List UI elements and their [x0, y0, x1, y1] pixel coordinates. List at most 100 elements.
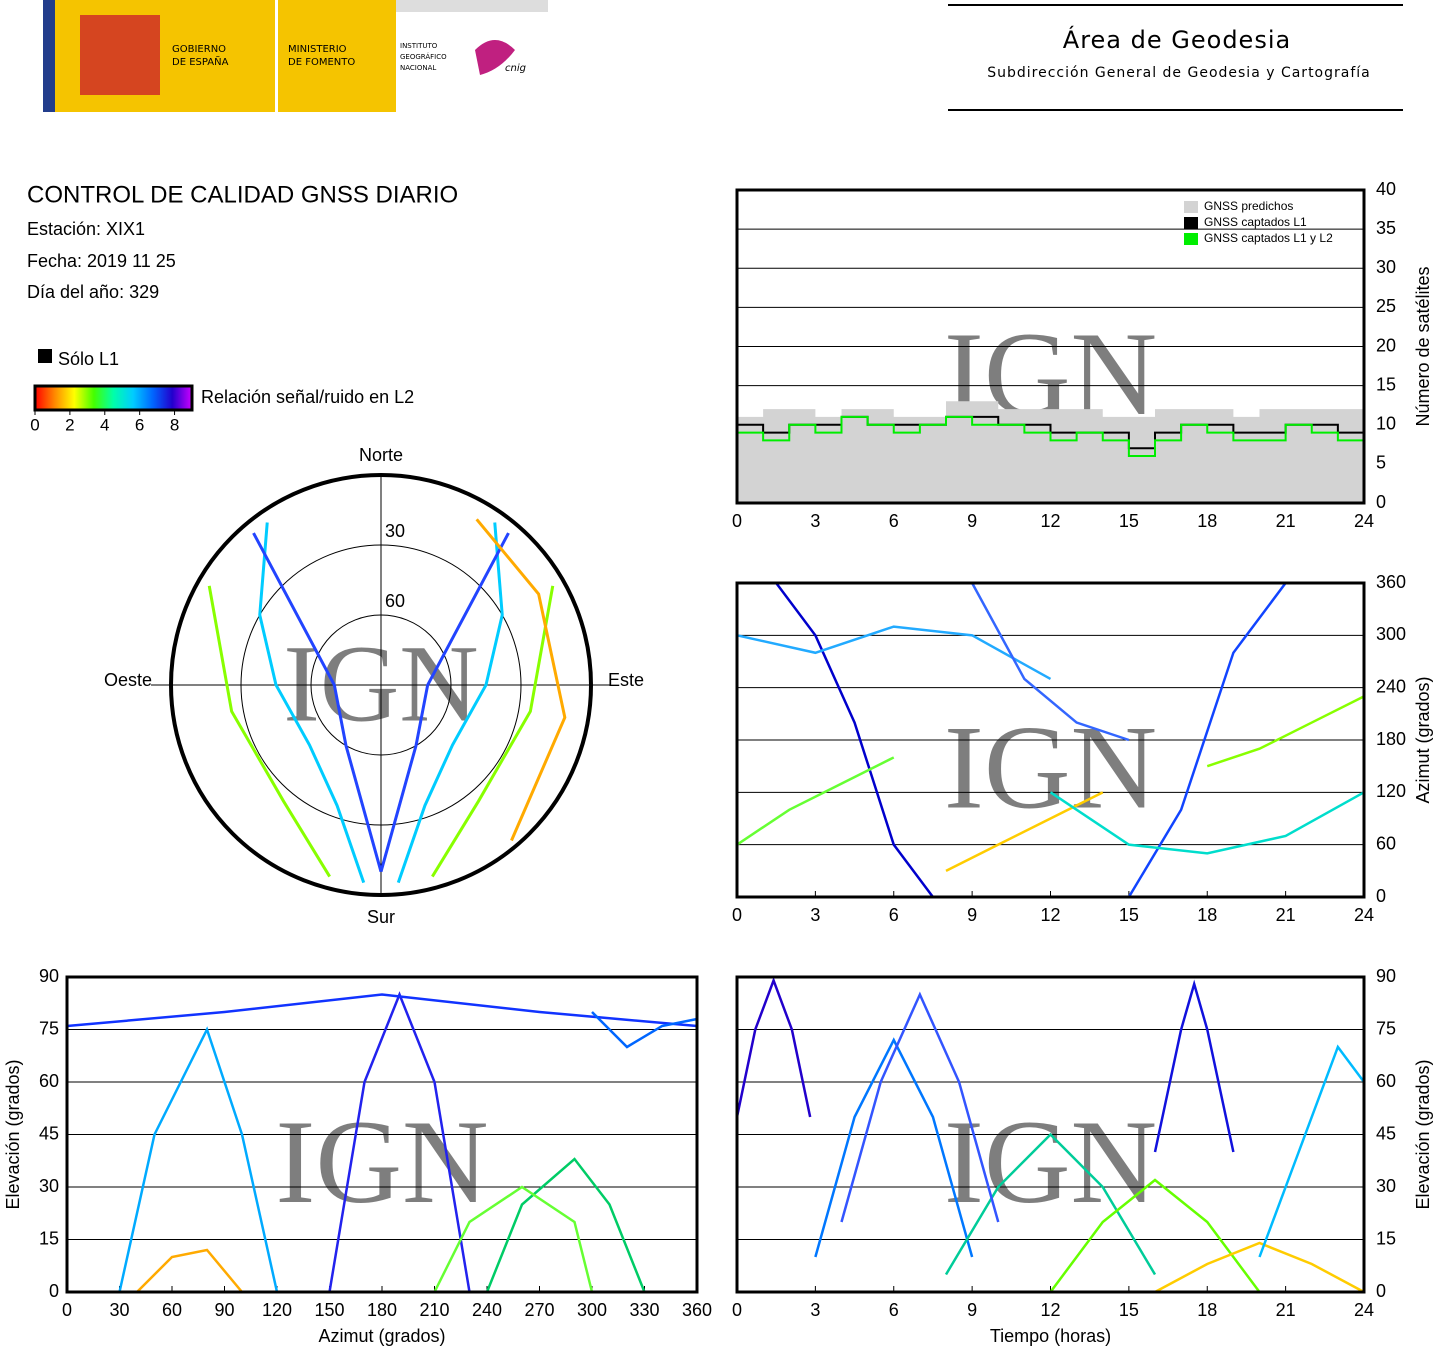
x-tick-label: 210 [419, 1300, 449, 1320]
track [396, 522, 504, 884]
x-tick-label: 3 [810, 511, 820, 531]
x-tick-label: 150 [314, 1300, 344, 1320]
x-tick-label: 18 [1197, 1300, 1217, 1320]
y-tick-label: 15 [39, 1228, 59, 1248]
y-tick-label: 35 [1376, 218, 1396, 238]
x-tick-label: 30 [109, 1300, 129, 1320]
x-tick-label: 270 [524, 1300, 554, 1320]
x-axis-label: Azimut (grados) [318, 1326, 445, 1346]
track [971, 582, 1130, 742]
area-title: Área de Geodesia [1063, 25, 1291, 54]
track [735, 976, 812, 1118]
track [136, 1248, 243, 1293]
x-tick-label: 3 [810, 905, 820, 925]
x-tick-label: 6 [889, 905, 899, 925]
track [118, 1026, 279, 1293]
y-tick-label: 5 [1376, 453, 1386, 473]
y-tick-label: 45 [1376, 1123, 1396, 1143]
colorbar-tick-label: 4 [100, 415, 109, 434]
x-tick-label: 0 [732, 511, 742, 531]
track [258, 522, 366, 884]
y-tick-label: 0 [1376, 1281, 1386, 1301]
x-tick-label: 6 [889, 511, 899, 531]
track [1049, 791, 1365, 855]
track [1153, 979, 1235, 1153]
track [328, 991, 471, 1293]
legend-label: GNSS captados L1 y L2 [1204, 231, 1333, 245]
ign-text: INSTITUTO [400, 42, 438, 50]
y-tick-label: 90 [39, 966, 59, 986]
track [379, 532, 510, 873]
area-subtitle: Subdirección General de Geodesia y Carto… [987, 65, 1371, 81]
track [485, 1157, 646, 1293]
y-axis-label: Azimut (grados) [1413, 676, 1433, 803]
min-band [278, 0, 396, 112]
legend-label: GNSS predichos [1204, 199, 1293, 213]
gov-text: DE ESPAÑA [172, 55, 229, 68]
gov-text: GOBIERNO [172, 44, 226, 55]
legend-swatch [1184, 201, 1198, 213]
min-text: MINISTERIO [288, 44, 347, 55]
legend-label: Sólo L1 [58, 349, 119, 369]
x-tick-label: 300 [577, 1300, 607, 1320]
x-tick-label: 0 [62, 1300, 72, 1320]
legend-swatch [1184, 233, 1198, 245]
y-axis-label: Número de satélites [1413, 266, 1433, 426]
y-tick-label: 180 [1376, 729, 1406, 749]
step-line [737, 415, 1365, 458]
legend-label: GNSS captados L1 [1204, 215, 1307, 229]
y-tick-label: 0 [49, 1281, 59, 1301]
track [814, 1037, 974, 1258]
y-tick-label: 240 [1376, 676, 1406, 696]
y-tick-label: 30 [39, 1176, 59, 1196]
watermark: IGN [275, 1095, 488, 1228]
watermark: IGN [944, 1095, 1157, 1228]
y-tick-label: 15 [1376, 1228, 1396, 1248]
x-tick-label: 15 [1119, 1300, 1139, 1320]
x-tick-label: 330 [629, 1300, 659, 1320]
y-tick-label: 10 [1376, 414, 1396, 434]
track [736, 625, 1052, 681]
x-tick-label: 0 [732, 905, 742, 925]
y-tick-label: 90 [1376, 966, 1396, 986]
x-tick-label: 18 [1197, 905, 1217, 925]
ign-band [396, 0, 548, 12]
y-tick-label: 60 [1376, 1071, 1396, 1091]
colorbar-tick-label: 8 [170, 415, 179, 434]
x-tick-label: 60 [162, 1300, 182, 1320]
track [207, 585, 331, 878]
y-tick-label: 30 [1376, 1176, 1396, 1196]
ring-label: 30 [385, 521, 405, 541]
station: Estación: XIX1 [27, 219, 145, 239]
plot: IGN 0 15 30 45 60 75 90 0 3 6 9 12 15 18 21 24 Tiempo (ho… [732, 966, 1433, 1346]
x-tick-label: 12 [1040, 511, 1060, 531]
y-tick-label: 20 [1376, 335, 1396, 355]
direction-label: Oeste [104, 670, 152, 690]
x-tick-label: 21 [1276, 511, 1296, 531]
coat-of-arms [80, 15, 160, 95]
y-tick-label: 15 [1376, 374, 1396, 394]
track [252, 532, 383, 873]
track [66, 993, 698, 1028]
ring-label: 60 [385, 591, 405, 611]
colorbar-tick-label: 0 [30, 415, 39, 434]
x-tick-label: 180 [367, 1300, 397, 1320]
colorbar-tick-label: 6 [135, 415, 144, 434]
track [775, 582, 934, 898]
x-axis-label: Tiempo (horas) [990, 1326, 1111, 1346]
horizon [169, 473, 593, 897]
y-tick-label: 120 [1376, 781, 1406, 801]
x-tick-label: 24 [1354, 1300, 1374, 1320]
watermark: IGN [944, 701, 1157, 834]
x-tick-label: 24 [1354, 905, 1374, 925]
x-tick-label: 15 [1119, 511, 1139, 531]
report-info: CONTROL DE CALIDAD GNSS DIARIO Estación:… [27, 181, 458, 412]
plot-frame [735, 581, 1366, 899]
plot-frame [735, 975, 1366, 1294]
y-tick-label: 75 [1376, 1018, 1396, 1038]
track [1127, 582, 1287, 898]
ign-text: GEOGRÁFICO [400, 52, 447, 61]
track [433, 1185, 594, 1293]
